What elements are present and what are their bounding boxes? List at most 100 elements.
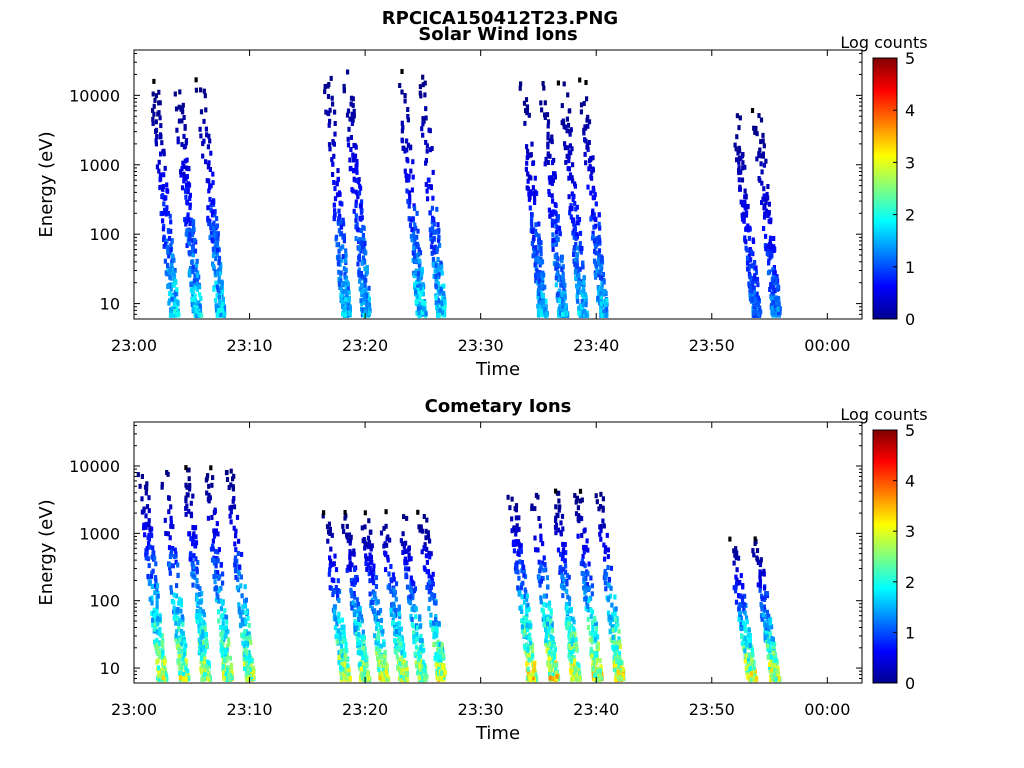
spectrogram-cell <box>584 302 588 308</box>
spectrogram-cell <box>365 269 369 275</box>
spectrogram-cell <box>233 568 238 574</box>
spectrogram-cell <box>522 620 527 625</box>
spectrogram-cell <box>370 559 374 565</box>
spectrogram-cell <box>371 600 375 605</box>
spectrogram-cell <box>435 228 439 234</box>
spectrogram-cell <box>432 258 436 264</box>
spectrogram-cell <box>367 540 372 546</box>
spectrogram-cell <box>533 196 537 201</box>
spectrogram-cell <box>173 612 177 618</box>
spectrogram-cell <box>347 302 351 308</box>
spectrogram-cell <box>358 278 362 284</box>
spectrogram-cell <box>240 593 244 599</box>
spectrogram-cell <box>582 130 586 136</box>
spectrogram-cell <box>185 157 189 163</box>
spectrogram-cell <box>565 625 569 631</box>
spectrogram-cell <box>520 568 524 574</box>
spectrogram-cell <box>554 275 558 281</box>
spectrogram-cell <box>569 650 573 656</box>
spectrogram-cell <box>337 254 341 260</box>
spectrogram-cell <box>198 608 202 614</box>
spectrogram-cell <box>599 308 603 314</box>
spectrogram-cell <box>430 250 434 256</box>
spectrogram-cell <box>202 88 206 94</box>
spectrogram-cell <box>213 245 217 251</box>
spectrogram-cell <box>574 636 578 642</box>
spectrogram-cell <box>389 588 393 594</box>
spectrogram-cell <box>219 606 223 612</box>
spectrogram-cell <box>401 638 405 644</box>
spectrogram-cell <box>360 618 364 624</box>
spectrogram-cell <box>369 600 373 605</box>
spectrogram-cell <box>420 266 424 272</box>
spectrogram-cell <box>441 653 445 659</box>
spectrogram-cell <box>191 302 195 308</box>
spectrogram-cell <box>192 564 196 570</box>
spectrogram-cell <box>546 616 550 622</box>
spectrogram-cell <box>748 296 752 302</box>
spectrogram-cell <box>341 254 345 260</box>
spectrogram-cell <box>203 641 207 647</box>
spectrogram-cell <box>396 638 400 644</box>
spectrogram-cells <box>136 465 782 683</box>
spectrogram-cell <box>558 298 562 304</box>
spectrogram-cell <box>184 495 188 501</box>
spectrogram-cell <box>405 147 409 153</box>
spectrogram-cell <box>375 650 379 656</box>
spectrogram-cell <box>336 588 340 593</box>
spectrogram-cell <box>568 596 572 602</box>
spectrogram-cell <box>537 291 541 297</box>
spectrogram-cell <box>190 561 194 567</box>
spectrogram-cell <box>402 675 406 681</box>
spectrogram-cell <box>527 607 531 612</box>
spectrogram-cell <box>404 173 408 178</box>
spectrogram-cell <box>418 647 422 653</box>
spectrogram-cell <box>187 508 191 514</box>
spectrogram-cell <box>534 245 538 251</box>
spectrogram-cell <box>523 628 527 634</box>
spectrogram-cell <box>360 237 364 243</box>
spectrogram-cell <box>537 283 541 289</box>
spectrogram-cell <box>151 568 155 574</box>
spectrogram-cell <box>418 301 422 307</box>
spectrogram-cell <box>589 216 593 222</box>
spectrogram-cell <box>188 556 192 562</box>
spectrogram-cell <box>737 165 741 171</box>
spectrogram-cell <box>530 506 534 511</box>
spectrogram-cell <box>175 583 179 589</box>
spectrogram-cell <box>193 293 197 299</box>
spectrogram-cell <box>168 250 172 256</box>
spectrogram-cell <box>335 639 339 645</box>
spectrogram-cell <box>434 617 438 622</box>
spectrogram-cell <box>539 251 543 257</box>
spectrogram-cell <box>187 467 191 473</box>
spectrogram-cell <box>550 160 555 166</box>
spectrogram-cell <box>430 575 434 581</box>
spectrogram-cell <box>348 305 352 311</box>
spectrogram-cell <box>419 644 423 650</box>
spectrogram-cell <box>196 612 200 618</box>
spectrogram-cell <box>349 578 353 583</box>
spectrogram-cell <box>751 263 755 269</box>
spectrogram-cell <box>165 205 169 211</box>
spectrogram-cell <box>185 186 189 192</box>
spectrogram-cell <box>345 292 349 298</box>
spectrogram-cell <box>413 651 417 657</box>
spectrogram-cell <box>162 201 166 207</box>
spectrogram-cell <box>429 620 433 625</box>
spectrogram-cell <box>562 285 566 291</box>
spectrogram-cell <box>412 581 416 587</box>
spectrogram-cell <box>555 670 559 676</box>
spectrogram-cell <box>154 138 158 144</box>
spectrogram-cell <box>540 259 545 265</box>
spectrogram-cell <box>360 634 364 640</box>
spectrogram-cell <box>229 504 234 510</box>
spectrogram-cell <box>218 300 222 306</box>
spectrogram-cell <box>561 549 565 555</box>
spectrogram-cell <box>559 520 563 526</box>
spectrogram-cell <box>362 635 366 641</box>
spectrogram-cell <box>217 260 221 266</box>
spectrogram-cell <box>430 146 434 151</box>
spectrogram-cell <box>515 560 519 566</box>
spectrogram-cell <box>148 525 152 531</box>
